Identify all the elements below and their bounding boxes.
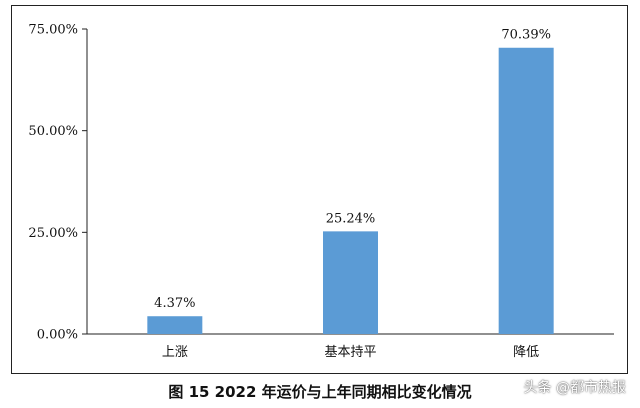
- figure-caption: 图 15 2022 年运价与上年同期相比变化情况: [168, 383, 472, 401]
- category-label: 基本持平: [324, 345, 376, 360]
- y-tick-label: 75.00%: [28, 23, 78, 38]
- bar-3: [498, 47, 554, 334]
- bar-2: [323, 231, 378, 334]
- data-label: 70.39%: [501, 28, 551, 43]
- y-tick-label: 25.00%: [28, 226, 78, 241]
- bar-1: [147, 316, 203, 334]
- y-tick-label: 50.00%: [28, 124, 78, 139]
- bar-chart: 0.00% 25.00% 50.00% 75.00% 4.37% 上涨 25.24% 基本持平…: [28, 23, 614, 360]
- data-label: 25.24%: [326, 211, 376, 226]
- y-tick-label: 0.00%: [37, 328, 78, 343]
- category-label: 降低: [513, 345, 539, 360]
- data-label: 4.37%: [154, 296, 195, 311]
- category-label: 上涨: [162, 345, 188, 360]
- watermark: 头条 @都市热报: [523, 380, 626, 396]
- chart-frame: 0.00% 25.00% 50.00% 75.00% 4.37% 上涨 25.24% 基本持平…: [11, 5, 628, 374]
